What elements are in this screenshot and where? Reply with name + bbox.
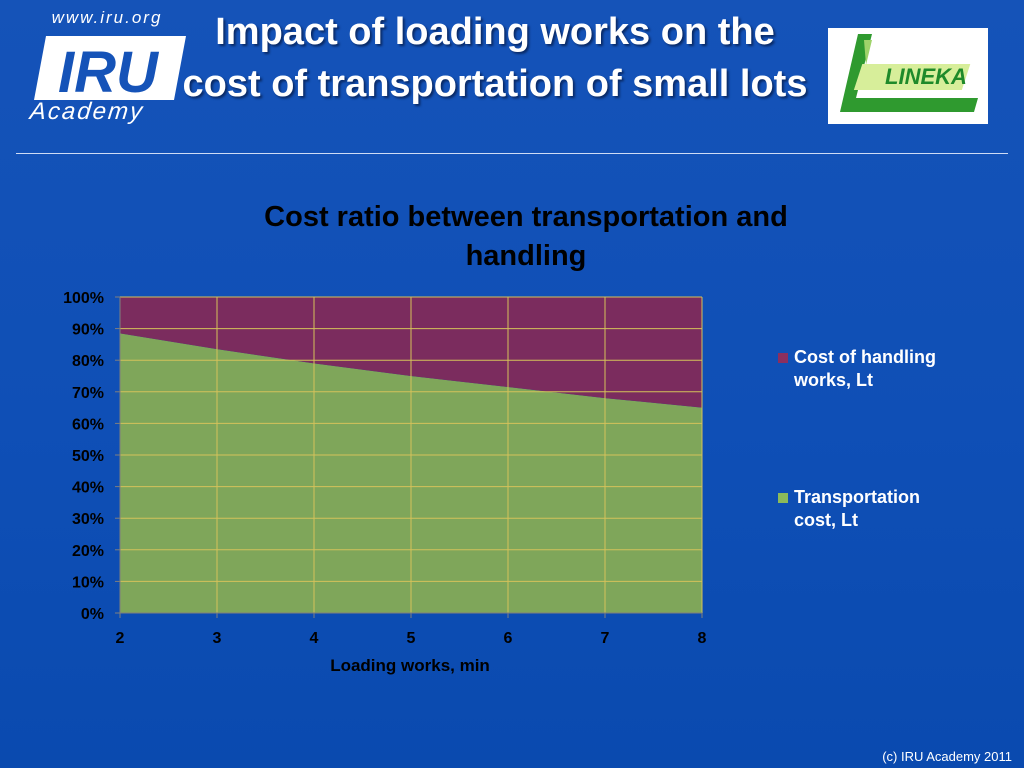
x-tick-label: 4 xyxy=(310,630,319,647)
title-divider xyxy=(16,153,1008,154)
chart-title: Cost ratio between transportation and ha… xyxy=(264,201,788,272)
legend-item-handling[interactable]: Cost of handling works, Lt xyxy=(778,346,964,392)
lineka-logo: LINEKA xyxy=(828,28,988,124)
iru-academy-logo: IRU xyxy=(34,36,186,105)
x-tick-label: 6 xyxy=(504,630,513,647)
legend-item-transport[interactable]: Transportation cost, Lt xyxy=(778,486,964,532)
axes: 0% 10% 20% 30% 40% 50% 60% 70% 80% 90% 100% 2 3 4 5 6 7 8 xyxy=(63,290,706,647)
copyright-text: (c) IRU Academy 2011 xyxy=(882,749,1012,764)
x-tick-label: 5 xyxy=(407,630,416,647)
legend-label-transport: Transportation cost, Lt xyxy=(794,487,921,530)
x-tick-label: 7 xyxy=(601,630,610,647)
x-tick-label: 2 xyxy=(116,630,125,647)
iru-logo-letters: IRU xyxy=(58,40,160,105)
legend-swatch-handling xyxy=(778,353,788,363)
y-tick-label: 40% xyxy=(72,480,104,497)
legend-swatch-transport xyxy=(778,493,788,503)
y-tick-label: 60% xyxy=(72,416,104,433)
lineka-logo-graphic: LINEKA xyxy=(840,34,978,112)
y-tick-label: 20% xyxy=(72,543,104,560)
legend-label-handling: Cost of handling works, Lt xyxy=(794,347,936,390)
slide-title: Impact of loading works on the cost of t… xyxy=(182,11,808,105)
grid-lines xyxy=(119,296,703,614)
y-tick-label: 30% xyxy=(72,511,104,528)
iru-website-text: www.iru.org xyxy=(51,8,163,27)
lineka-logo-text: LINEKA xyxy=(885,64,967,89)
y-tick-label: 80% xyxy=(72,353,104,370)
y-tick-label: 10% xyxy=(72,574,104,591)
y-tick-label: 100% xyxy=(63,290,104,307)
y-tick-label: 0% xyxy=(81,606,104,623)
y-tick-label: 90% xyxy=(72,322,104,339)
x-axis-title: Loading works, min xyxy=(330,656,490,675)
x-tick-label: 8 xyxy=(698,630,707,647)
y-tick-label: 70% xyxy=(72,385,104,402)
y-tick-label: 50% xyxy=(72,448,104,465)
x-tick-label: 3 xyxy=(213,630,222,647)
